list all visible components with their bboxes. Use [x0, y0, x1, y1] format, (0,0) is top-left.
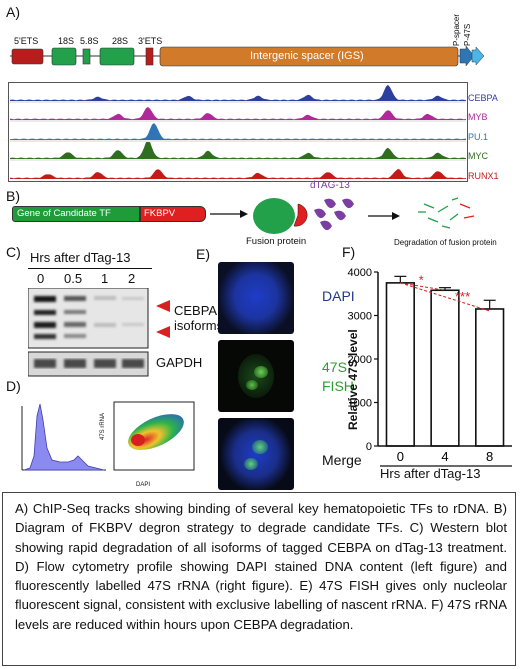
degron-pacman: [293, 203, 308, 227]
western-blot: [28, 288, 170, 377]
y-tick-label: 1000: [348, 398, 372, 410]
s58-label: 5.8S: [80, 36, 99, 46]
flow-cytometry: [21, 401, 195, 471]
panel-b-label: B): [6, 188, 20, 204]
panel-e-label: E): [196, 246, 210, 262]
y-tick-label: 0: [366, 441, 372, 453]
igs-block: [159, 46, 459, 67]
y-tick-label: 2000: [348, 354, 372, 366]
fish-label-47s: 47S FISH: [322, 359, 354, 394]
degron-box: FKBPV degron: [140, 206, 206, 233]
dtag-drop: [334, 210, 346, 221]
bar: [385, 282, 415, 447]
isoform-arrow-bottom: [156, 326, 170, 338]
fusion-protein-label: Fusion protein: [246, 236, 307, 247]
scatter-core: [131, 434, 145, 446]
figure-caption: A) ChIP-Seq tracks showing binding of se…: [2, 492, 516, 666]
s18-label: 18S: [58, 36, 75, 46]
tp-05: 0.5: [64, 271, 83, 286]
cebpa-isoforms-label: CEBPA isoforms: [174, 303, 224, 333]
dtag-label: dTAG-13: [310, 180, 350, 191]
chip-seq-tracks: [8, 82, 468, 182]
dtag-drop: [320, 220, 332, 231]
panel-a-label: A): [6, 4, 20, 20]
x-tick-label: 0: [397, 449, 404, 464]
rdna-gene-map: [10, 45, 485, 67]
panel-f-label: F): [342, 244, 356, 260]
dtag-drop: [314, 208, 326, 219]
p47s-arrow: [471, 46, 485, 66]
fish-dapi-image: [218, 262, 294, 334]
igs-label: Intergenic spacer (IGS): [250, 50, 364, 62]
sig-label: *: [419, 273, 424, 288]
y-tick-label: 4000: [348, 267, 372, 279]
x-tick-label: 8: [486, 449, 493, 464]
chart-xlabel: Hrs after dTag-13: [380, 466, 481, 481]
fusion-protein-shape: [253, 198, 295, 234]
fragments: [418, 197, 475, 229]
dtag-drop: [324, 198, 336, 209]
track-label-runx1: RUNX1: [468, 171, 499, 181]
tp-0: 0: [37, 271, 45, 286]
panel-d-label: D): [6, 378, 21, 394]
degradation-diagram: [210, 197, 475, 234]
western-header-rule: [28, 268, 152, 269]
tp-1: 1: [101, 271, 109, 286]
ets3-block: [145, 47, 154, 66]
s58-block: [82, 48, 91, 65]
track-label-pu1: PU.1: [468, 132, 489, 142]
fish-47s-image: [218, 340, 294, 412]
s28-label: 28S: [112, 36, 129, 46]
chart-ylabel: Relative 47S level: [346, 329, 360, 430]
s18-block: [51, 47, 77, 66]
track-label-myc: MYC: [468, 151, 488, 161]
degradation-label: Degradation of fusion protein: [394, 238, 497, 247]
sig-label: ***: [455, 289, 470, 304]
ets5-label: 5'ETS: [14, 36, 39, 46]
fish-label-merge: Merge: [322, 452, 362, 468]
p-spacer-label: P-spacer: [452, 13, 461, 46]
gapdh-label: GAPDH: [156, 355, 203, 370]
gene-candidate-box: Gene of Candidate TF: [12, 206, 140, 222]
western-header: Hrs after dTag-13: [30, 250, 131, 265]
track-label-cebpa: CEBPA: [468, 93, 498, 103]
sig-line: [400, 282, 490, 312]
dapi-histogram: [23, 403, 105, 471]
tp-2: 2: [128, 271, 136, 286]
sig-line: [400, 282, 446, 291]
ets3-label: 3'ETS: [138, 36, 163, 46]
p47s-label: P-47S: [463, 23, 472, 46]
fish-label-dapi: DAPI: [322, 288, 355, 304]
bar: [430, 289, 460, 447]
track-myb: [10, 106, 466, 120]
isoform-arrow-top: [156, 300, 170, 312]
track-runx1: [10, 168, 466, 179]
x-tick-label: 4: [441, 449, 448, 464]
track-label-myb: MYB: [468, 112, 488, 122]
flow-xlabel: DAPI: [136, 482, 151, 488]
y-tick-label: 3000: [348, 311, 372, 323]
flow-ylabel: 47S rRNA: [100, 412, 106, 440]
bar: [475, 308, 505, 447]
ets5-block: [11, 48, 44, 65]
panel-c-label: C): [6, 244, 21, 260]
s28-block: [99, 47, 135, 66]
dtag-drop: [342, 198, 354, 209]
p-spacer-arrow: [459, 45, 475, 67]
fish-merge-image: [218, 418, 294, 490]
